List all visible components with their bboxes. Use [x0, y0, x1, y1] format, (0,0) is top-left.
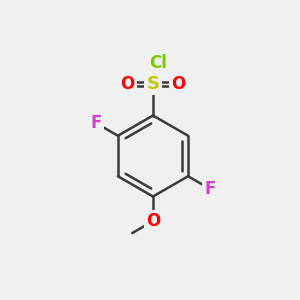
- Text: Cl: Cl: [149, 54, 167, 72]
- Text: O: O: [146, 212, 160, 230]
- Text: O: O: [120, 75, 135, 93]
- Text: O: O: [171, 75, 186, 93]
- Text: F: F: [90, 114, 101, 132]
- Text: S: S: [146, 75, 160, 93]
- Text: F: F: [205, 180, 216, 198]
